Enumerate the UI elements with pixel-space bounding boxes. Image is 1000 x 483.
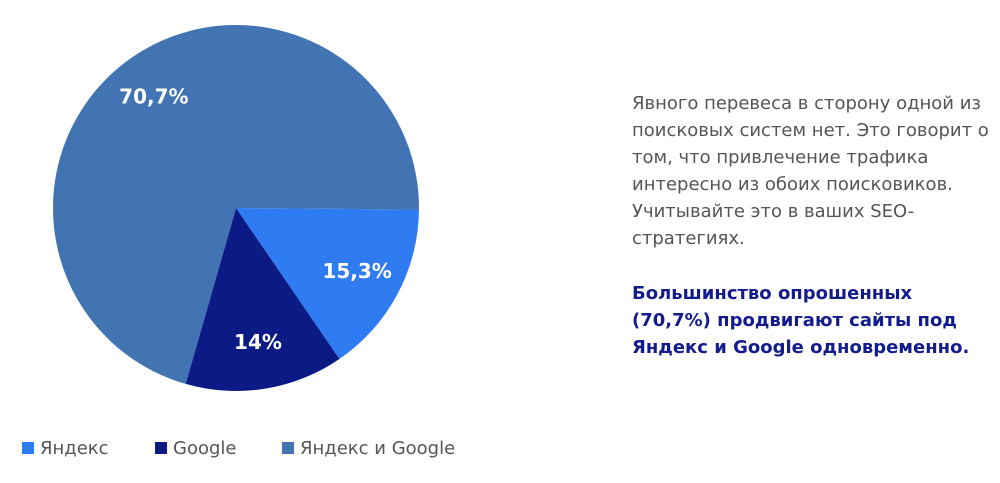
data-label: 14%	[234, 330, 282, 354]
pie-slice	[53, 25, 420, 384]
legend-label: Яндекс	[40, 438, 109, 459]
data-label: 70,7%	[119, 85, 188, 109]
pie-slice	[236, 208, 419, 359]
pie-slice	[185, 208, 340, 391]
highlight: Большинство опрошенных (70,7%) продвигаю…	[632, 283, 970, 358]
legend-label: Google	[173, 438, 236, 459]
legend-swatch	[22, 442, 34, 454]
legend-label: Яндекс и Google	[300, 438, 455, 459]
legend-swatch	[282, 442, 294, 454]
description: Явного перевеса в сторону одной из поиск…	[632, 93, 989, 249]
data-label: 15,3%	[322, 259, 391, 283]
chart: 15,3% 14% 70,7% Яндекс Google Яндекс и Google	[22, 25, 455, 459]
legend-swatch	[155, 442, 167, 454]
